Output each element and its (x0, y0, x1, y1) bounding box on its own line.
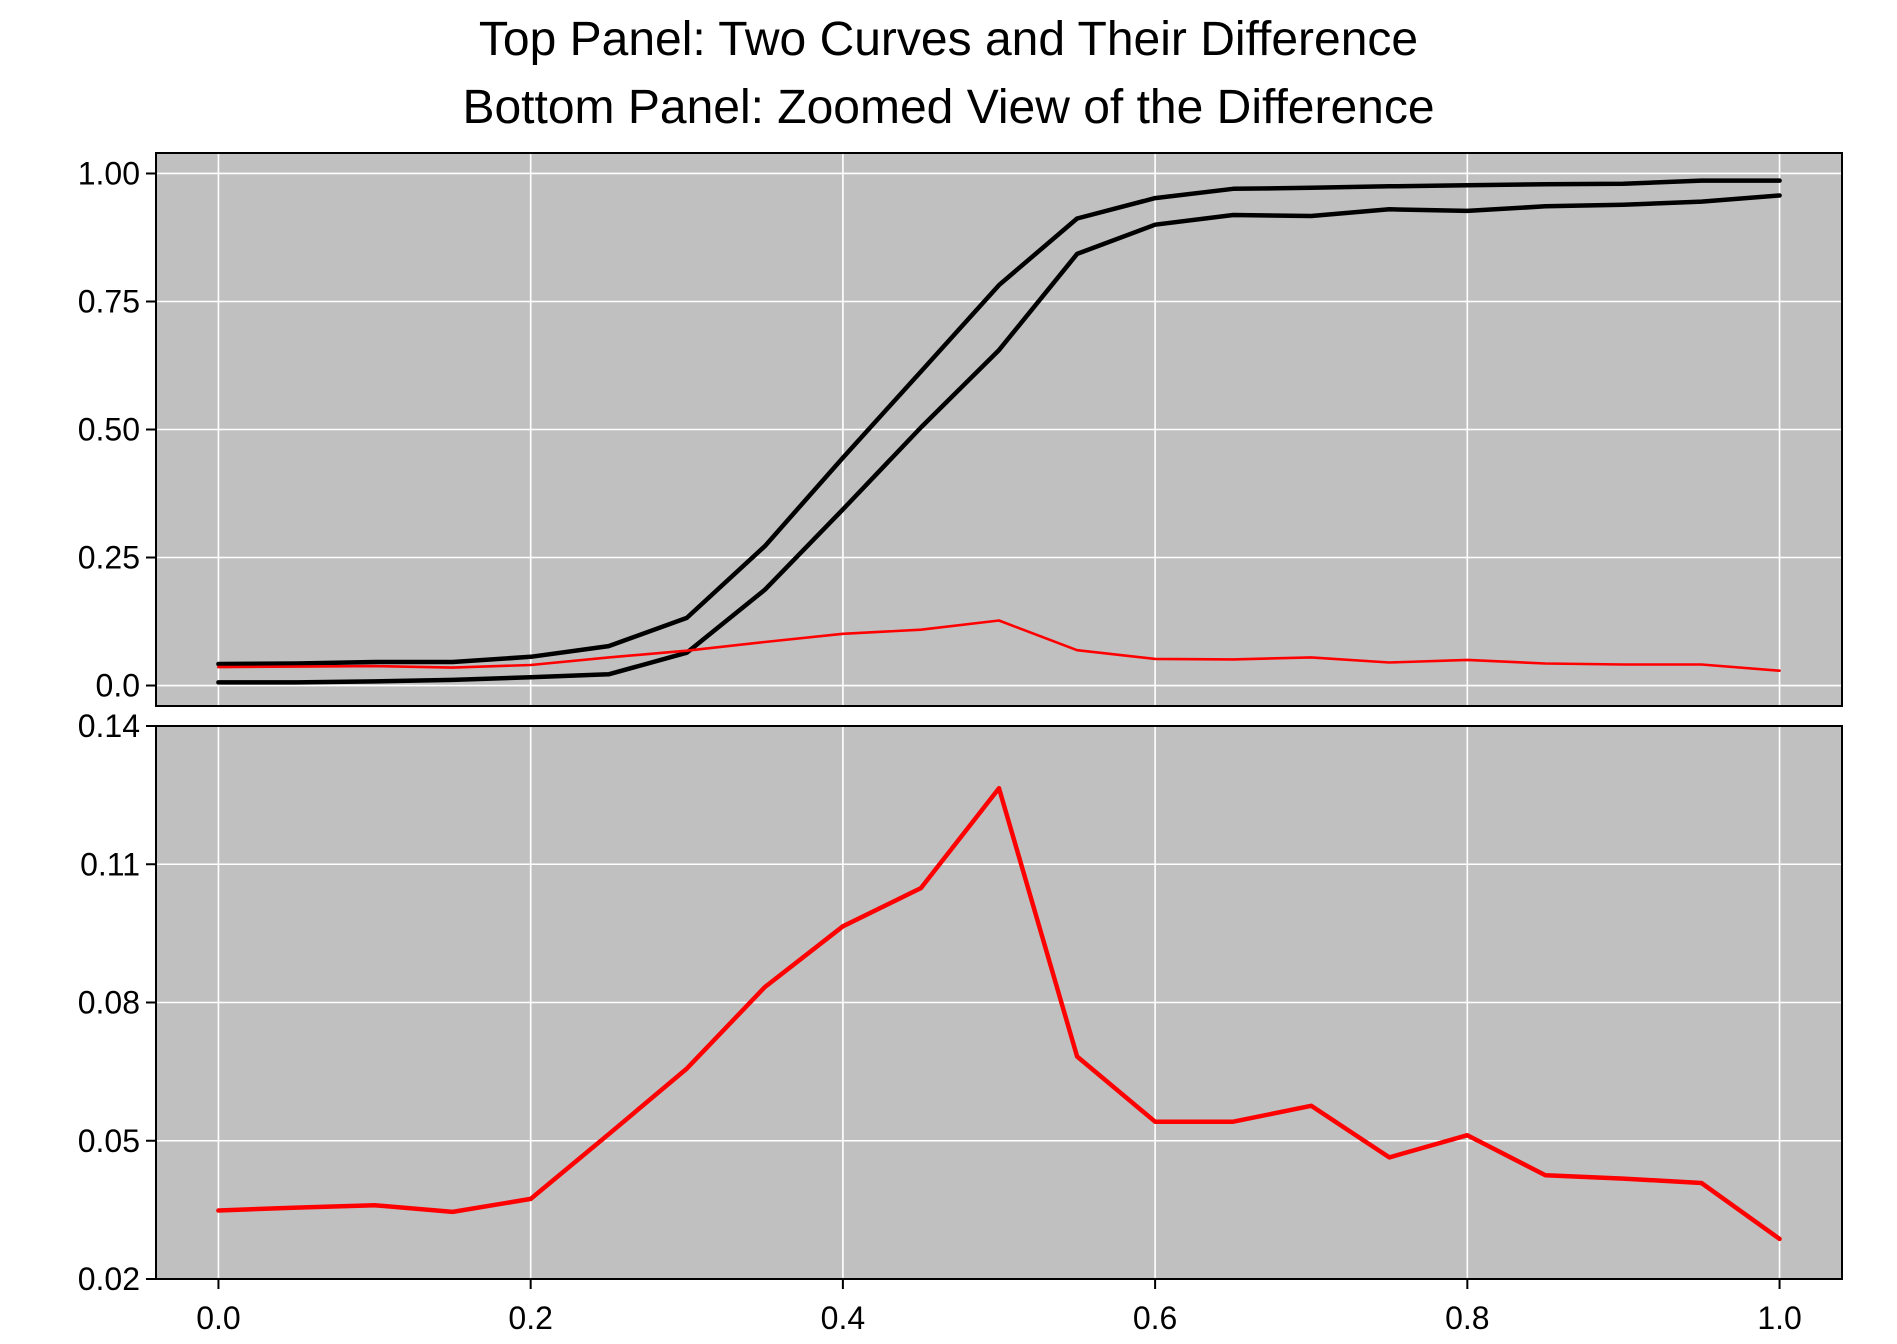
y-tick-label: 0.14 (78, 708, 140, 744)
chart-title-line-1: Top Panel: Two Curves and Their Differen… (478, 13, 1419, 66)
bottom-panel: 0.02 0.05 0.08 0.11 0.14 0.0 0.2 0.4 0.6 0.8 1.0 (78, 708, 1843, 1336)
x-tick-label: 0.8 (1445, 1300, 1489, 1336)
y-tick-label: 0.02 (78, 1261, 140, 1297)
x-tick-label: 1.0 (1757, 1300, 1801, 1336)
x-tick-label: 0.6 (1133, 1300, 1177, 1336)
curve-series-line-2 (216, 193, 1782, 685)
difference-series-line (216, 785, 1782, 1242)
x-tick-label: 0.4 (821, 1300, 865, 1336)
y-tick-label: 1.00 (78, 155, 140, 191)
difference-series-line (217, 619, 1781, 673)
y-tick-label: 0.0 (96, 668, 140, 704)
y-tick-label: 0.75 (78, 283, 140, 319)
y-tick-label: 0.50 (78, 412, 140, 448)
chart-title-line-2: Bottom Panel: Zoomed View of the Differe… (462, 81, 1435, 134)
curve-series-line-1 (216, 178, 1782, 667)
y-tick-label: 0.05 (78, 1123, 140, 1159)
y-tick-label: 0.11 (80, 846, 140, 882)
x-tick-label: 0.0 (196, 1300, 240, 1336)
x-tick-label: 0.2 (508, 1300, 552, 1336)
y-tick-label: 0.25 (78, 540, 140, 576)
top-panel: 0.0 0.25 0.50 0.75 1.00 (78, 152, 1843, 707)
y-tick-label: 0.08 (78, 985, 140, 1021)
